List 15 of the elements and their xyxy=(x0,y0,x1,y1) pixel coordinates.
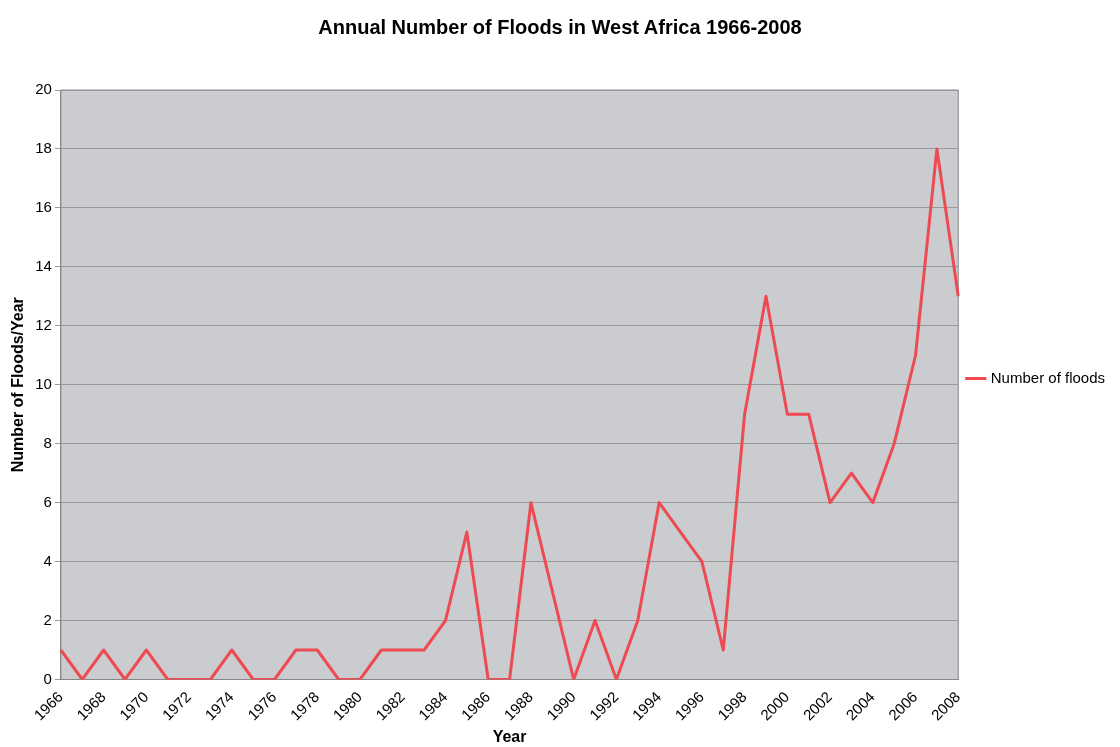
x-axis-title: Year xyxy=(492,727,527,745)
y-axis-title: Number of Floods/Year xyxy=(9,297,27,473)
y-tick-label: 12 xyxy=(35,315,52,333)
y-tick-label: 8 xyxy=(43,433,52,451)
y-tick-label: 0 xyxy=(43,669,52,687)
y-tick-label: 10 xyxy=(35,374,52,392)
chart-title: Annual Number of Floods in West Africa 1966-2008 xyxy=(318,15,802,38)
y-tick-label: 18 xyxy=(35,139,52,157)
y-tick-label: 2 xyxy=(43,610,52,628)
y-tick-label: 4 xyxy=(43,551,52,569)
y-tick-label: 20 xyxy=(35,80,52,98)
y-tick-label: 6 xyxy=(43,492,52,510)
legend-label: Number of floods xyxy=(990,368,1106,386)
y-tick-label: 16 xyxy=(35,198,52,216)
y-tick-label: 14 xyxy=(35,256,52,274)
